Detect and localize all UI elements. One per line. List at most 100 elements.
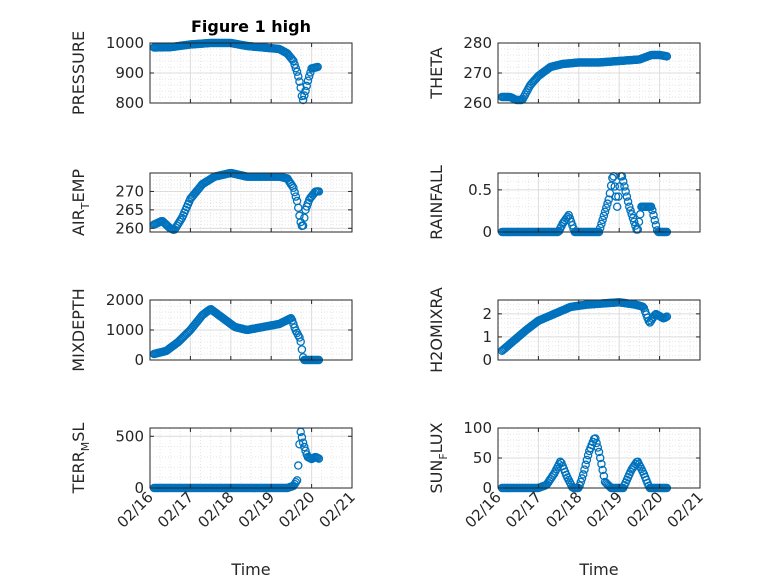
- data-point: [300, 213, 309, 223]
- data-point: [300, 442, 309, 452]
- axes-box: [149, 427, 353, 489]
- data-point: [304, 72, 314, 81]
- data-point: [594, 447, 604, 457]
- data-point: [291, 477, 301, 487]
- data-point: [295, 77, 304, 86]
- data-point: [298, 95, 308, 105]
- y-axis-label: SUNFLUX: [427, 422, 450, 493]
- data-point: [610, 182, 620, 191]
- data-point: [577, 474, 587, 483]
- data-point: [625, 202, 634, 211]
- y-axis-label: TERRMSL: [69, 423, 92, 495]
- data-point: [295, 333, 304, 342]
- x-tick-label: 02/21: [316, 488, 359, 531]
- y-tick-label: 260: [463, 94, 492, 112]
- y-tick-label: 800: [115, 94, 144, 112]
- y-tick-label: 1: [482, 328, 492, 346]
- data-point: [298, 438, 308, 447]
- x-axis-label: Time: [230, 560, 270, 579]
- y-axis-label: THETA: [427, 47, 446, 99]
- data-point: [593, 443, 603, 452]
- y-tick-label: 1000: [106, 321, 144, 339]
- data-point: [290, 60, 299, 69]
- data-point: [628, 213, 638, 223]
- data-point: [296, 337, 305, 346]
- y-axis-label: H2OMIXRA: [427, 287, 446, 373]
- data-point: [297, 433, 307, 442]
- data-point: [287, 316, 297, 325]
- subplot-1: 800 900 1000 PRESSURE Figure 1 high: [69, 17, 353, 115]
- data-point: [287, 55, 297, 64]
- data-point: [575, 481, 584, 490]
- subplot-7: 050002/1602/1702/1802/1902/2002/21TimeTE…: [69, 423, 359, 579]
- data-point: [623, 197, 633, 206]
- data-point: [662, 52, 672, 61]
- data-point: [595, 453, 605, 463]
- y-tick-label: 500: [115, 427, 144, 445]
- data-point: [297, 345, 307, 354]
- y-axis-label: AIRTEMP: [69, 169, 92, 236]
- x-tick-label: 02/19: [583, 488, 626, 531]
- subplot-8: 05010002/1602/1702/1802/1902/2002/21Time…: [427, 419, 707, 579]
- y-tick-label: 265: [115, 201, 144, 219]
- data-point: [650, 215, 660, 225]
- x-tick-label: 02/18: [194, 488, 237, 531]
- y-tick-label: 0: [134, 479, 144, 497]
- y-axis-label: PRESSURE: [69, 31, 88, 115]
- data-point: [648, 205, 657, 215]
- subplot-4: 0 0.5 RAINFALL: [427, 165, 701, 241]
- data-point: [599, 211, 609, 221]
- x-tick-label: 02/20: [623, 488, 666, 531]
- y-tick-label: 0: [482, 223, 492, 241]
- data-point: [638, 302, 647, 311]
- data-point: [581, 460, 590, 470]
- series-points: [149, 168, 324, 235]
- y-tick-label: 100: [463, 419, 492, 437]
- data-point: [621, 187, 630, 196]
- series-points: [497, 50, 672, 105]
- data-point: [578, 470, 588, 479]
- grid: [149, 42, 353, 104]
- subplot-6: 0 1 2 H2OMIXRA: [427, 287, 701, 373]
- data-point: [314, 454, 324, 463]
- data-point: [576, 477, 586, 487]
- data-point: [555, 457, 565, 467]
- x-tick-label: 02/18: [542, 488, 585, 531]
- y-tick-label: 270: [115, 182, 144, 200]
- y-tick-label: 270: [463, 64, 492, 82]
- data-point: [599, 471, 609, 481]
- data-point: [583, 450, 593, 460]
- x-tick-label: 02/20: [275, 488, 318, 531]
- data-point: [301, 86, 310, 96]
- y-tick-label: 0: [482, 351, 492, 369]
- data-point: [314, 187, 324, 196]
- data-point: [603, 199, 612, 208]
- y-tick-label: 1000: [106, 34, 144, 52]
- data-point: [592, 438, 601, 448]
- data-point: [291, 192, 301, 201]
- y-tick-label: 260: [115, 219, 144, 237]
- data-point: [649, 210, 658, 220]
- data-point: [302, 81, 312, 91]
- data-point: [300, 91, 309, 100]
- subplot-5: 0 1000 2000 MIXDEPTH: [69, 288, 353, 372]
- data-point: [626, 206, 635, 215]
- subplot-2: 260 270 280 THETA: [427, 34, 701, 112]
- data-point: [629, 217, 639, 227]
- data-point: [591, 434, 600, 443]
- data-point: [298, 221, 308, 230]
- data-point: [292, 67, 302, 77]
- x-tick-label: 02/19: [235, 488, 278, 531]
- data-point: [627, 210, 636, 219]
- data-point: [614, 192, 623, 201]
- y-tick-label: 2: [482, 305, 492, 323]
- data-point: [291, 63, 301, 73]
- data-point: [597, 219, 606, 229]
- data-point: [292, 476, 302, 485]
- x-tick-label: 02/21: [664, 488, 707, 531]
- series-points: [497, 298, 672, 356]
- data-point: [289, 183, 298, 192]
- data-point: [611, 192, 621, 201]
- data-point: [608, 173, 617, 183]
